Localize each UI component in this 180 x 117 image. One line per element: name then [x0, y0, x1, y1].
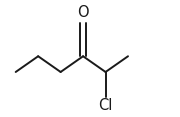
Text: Cl: Cl [98, 98, 113, 113]
Text: O: O [77, 5, 89, 20]
